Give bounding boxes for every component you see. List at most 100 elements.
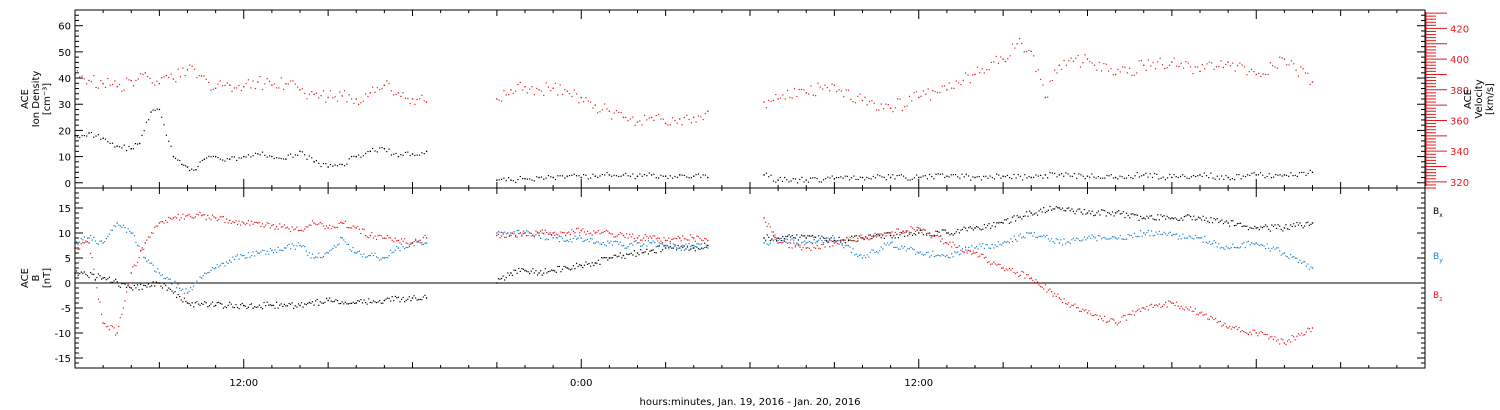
point-Ion Density: [1156, 173, 1158, 175]
point-By: [175, 287, 178, 289]
point-Bx: [1183, 215, 1185, 218]
point-Bz: [852, 237, 854, 239]
point-Bz: [1221, 325, 1223, 327]
point-Bz: [991, 263, 993, 265]
point-Velocity: [369, 92, 372, 94]
point-Velocity: [522, 89, 524, 91]
point-Ion Density: [1143, 174, 1145, 176]
point-Bx: [1140, 215, 1142, 218]
point-By: [583, 240, 585, 242]
point-Bx: [796, 234, 798, 236]
point-Bx: [565, 266, 567, 268]
point-Bz: [1172, 302, 1175, 304]
point-Bz: [171, 218, 173, 221]
point-Velocity: [1218, 65, 1220, 68]
point-Bx: [94, 278, 96, 281]
point-By: [810, 242, 812, 244]
point-By: [569, 238, 571, 240]
point-Bx: [602, 257, 604, 259]
point-Velocity: [102, 82, 104, 85]
point-By: [561, 237, 564, 240]
point-Velocity: [775, 93, 777, 96]
point-Bx: [849, 239, 851, 241]
point-By: [191, 289, 193, 291]
point-Velocity: [1239, 62, 1241, 64]
point-By: [316, 256, 318, 259]
point-Bx: [380, 302, 382, 304]
point-Velocity: [1054, 69, 1056, 71]
point-Ion Density: [627, 175, 629, 177]
point-Bx: [941, 229, 943, 231]
point-Velocity: [969, 82, 971, 84]
point-Velocity: [123, 89, 125, 91]
point-Bx: [963, 226, 965, 228]
point-By: [75, 241, 78, 243]
point-Velocity: [641, 124, 643, 126]
point-Bz: [222, 215, 225, 218]
point-Bx: [1277, 224, 1279, 226]
point-Velocity: [1222, 66, 1225, 69]
point-By: [993, 247, 995, 249]
point-Bz: [219, 216, 221, 218]
point-Ion Density: [924, 175, 926, 177]
point-Ion Density: [102, 137, 104, 139]
point-Bx: [1216, 217, 1218, 220]
point-Velocity: [1103, 62, 1105, 65]
point-By: [1068, 241, 1070, 243]
point-Bz: [511, 232, 514, 234]
point-Ion Density: [275, 157, 278, 159]
point-Ion Density: [217, 156, 219, 159]
point-Bx: [855, 235, 857, 237]
point-Ion Density: [299, 150, 301, 153]
point-Velocity: [997, 62, 1000, 64]
point-Bz: [522, 232, 525, 235]
point-By: [644, 239, 646, 242]
point-Velocity: [357, 103, 360, 106]
point-Bz: [557, 234, 559, 236]
point-Bx: [250, 303, 253, 305]
point-Bx: [694, 250, 696, 252]
point-By: [946, 254, 948, 257]
point-Velocity: [819, 86, 821, 88]
point-Bx: [1147, 217, 1150, 219]
point-Bz: [1269, 336, 1271, 338]
point-Bz: [935, 234, 937, 237]
point-Bz: [605, 229, 607, 232]
point-Bx: [269, 304, 271, 306]
point-By: [1269, 250, 1271, 252]
point-Velocity: [1133, 74, 1135, 76]
point-Bz: [121, 313, 123, 315]
point-Ion Density: [1140, 175, 1143, 177]
point-Ion Density: [425, 150, 428, 153]
point-Bx: [1008, 222, 1010, 224]
point-Velocity: [564, 89, 566, 91]
point-Ion Density: [381, 147, 383, 149]
point-Bx: [100, 278, 103, 280]
point-Bx: [768, 236, 770, 238]
point-Velocity: [1131, 74, 1133, 77]
point-Bz: [405, 242, 407, 244]
point-By: [1113, 236, 1115, 238]
point-Bx: [1002, 222, 1004, 224]
point-Bz: [582, 228, 584, 230]
point-Ion Density: [1047, 177, 1049, 179]
point-By: [580, 237, 582, 239]
point-By: [641, 245, 643, 247]
point-Bz: [1165, 301, 1167, 304]
point-Bx: [1235, 224, 1237, 226]
point-Bz: [1240, 331, 1242, 333]
point-Velocity: [1018, 37, 1021, 40]
point-Bx: [168, 287, 170, 289]
point-Bx: [224, 306, 226, 308]
point-Bx: [202, 303, 204, 305]
point-Bx: [982, 228, 984, 230]
point-Bx: [288, 302, 290, 305]
point-By: [1311, 267, 1314, 269]
point-By: [652, 240, 654, 242]
point-Velocity: [974, 73, 976, 76]
point-Bx: [1240, 222, 1242, 224]
point-Bx: [1027, 215, 1029, 217]
point-Bz: [1230, 328, 1232, 330]
point-Bx: [822, 237, 825, 239]
